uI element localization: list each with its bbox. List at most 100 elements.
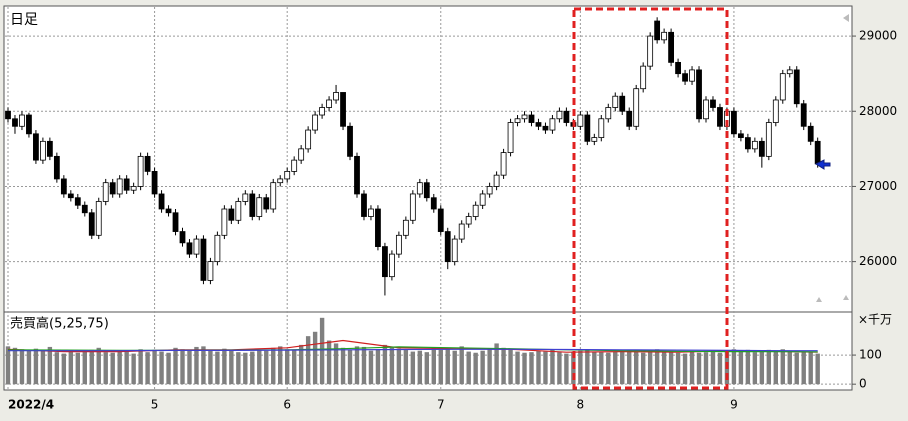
- candle-body: [340, 92, 346, 127]
- candle-body: [744, 137, 751, 150]
- candle-body: [235, 201, 242, 221]
- candle-body: [12, 118, 18, 127]
- candle-body: [53, 155, 60, 180]
- candle-body: [319, 107, 326, 116]
- candle-body: [542, 125, 549, 131]
- volume-bar: [808, 351, 813, 385]
- volume-bar: [368, 350, 374, 385]
- candle-body: [598, 118, 605, 138]
- volume-bar: [640, 352, 646, 385]
- volume-bar: [89, 349, 94, 385]
- volume-bar: [12, 347, 18, 385]
- candle-body: [95, 201, 102, 236]
- volume-bar: [236, 352, 241, 385]
- volume-bar: [703, 352, 709, 385]
- volume-bar: [361, 346, 367, 385]
- volume-bar: [738, 350, 744, 385]
- candle-body: [654, 20, 661, 41]
- candle-body: [60, 178, 67, 195]
- volume-bar: [752, 352, 758, 385]
- candle-body: [382, 246, 388, 278]
- highlight-box: [572, 7, 729, 390]
- candle-body: [361, 193, 367, 217]
- candle-body: [577, 114, 584, 127]
- candle-body: [375, 208, 381, 247]
- candle-body: [444, 231, 451, 263]
- price-panel: [3, 5, 853, 313]
- volume-bar: [529, 352, 534, 385]
- volume-bar: [278, 346, 283, 385]
- y-tick-label: 27000: [859, 179, 897, 193]
- volume-bar: [291, 349, 297, 385]
- x-tick-label: 6: [283, 398, 291, 412]
- volume-bar: [466, 351, 471, 385]
- candle-body: [493, 174, 500, 187]
- candle-body: [179, 231, 186, 244]
- candle-body: [416, 182, 423, 195]
- volume-bar: [501, 347, 506, 385]
- volume-bar: [222, 348, 227, 385]
- volume-bar: [319, 317, 325, 385]
- volume-bar: [173, 347, 178, 385]
- candle-body: [242, 193, 249, 202]
- candle-body: [563, 110, 570, 123]
- volume-bar: [661, 351, 667, 385]
- volume-bar: [375, 349, 381, 385]
- candle-body: [74, 197, 81, 206]
- candle-body: [200, 238, 207, 281]
- volume-bar: [424, 352, 429, 385]
- candle-body: [207, 261, 214, 281]
- volume-bar: [333, 343, 339, 385]
- candle-body: [263, 197, 270, 210]
- volume-bar: [543, 351, 548, 385]
- volume-bar: [606, 352, 611, 385]
- candle-body: [19, 114, 25, 127]
- volume-bar: [473, 352, 478, 385]
- volume-bar: [54, 352, 60, 385]
- volume-bar: [773, 350, 778, 385]
- candle-body: [758, 140, 765, 157]
- candle-body: [193, 238, 200, 255]
- volume-bar: [620, 350, 625, 385]
- candle-body: [647, 35, 654, 67]
- volume-bar: [215, 351, 220, 385]
- volume-bar: [766, 349, 772, 385]
- candle-body: [312, 114, 319, 131]
- volume-bar: [305, 336, 311, 385]
- candle-body: [786, 69, 793, 75]
- scroll-marker: [816, 297, 822, 302]
- scroll-marker: [843, 14, 849, 22]
- volume-bar: [508, 349, 513, 385]
- volume-bar: [389, 346, 395, 385]
- candle-body: [779, 73, 786, 101]
- volume-bar: [759, 351, 765, 385]
- volume-bar: [257, 349, 262, 385]
- candle-body: [88, 212, 95, 236]
- volume-bar: [654, 349, 660, 385]
- volume-bar: [145, 352, 150, 385]
- volume-bar: [487, 349, 492, 385]
- candle-body: [486, 186, 493, 195]
- candle-body: [354, 155, 360, 195]
- candle-body: [165, 208, 172, 214]
- candle-body: [500, 152, 507, 176]
- candle-body: [26, 114, 32, 135]
- volume-bar: [494, 343, 499, 385]
- y-tick-label: 100: [859, 348, 882, 362]
- x-tick-label: 2022/4: [8, 398, 54, 412]
- candle-body: [584, 114, 591, 142]
- volume-bar: [459, 346, 464, 385]
- volume-bar: [326, 340, 332, 385]
- volume-bar: [131, 353, 136, 385]
- candle-body: [214, 234, 221, 263]
- candle-body: [347, 125, 353, 157]
- volume-bar: [599, 352, 604, 385]
- volume-bar: [159, 351, 164, 385]
- volume-bar: [271, 347, 276, 385]
- current-arrow: [814, 159, 831, 170]
- candle-body: [172, 212, 179, 232]
- volume-bar: [745, 349, 751, 385]
- x-tick-label: 5: [151, 398, 159, 412]
- candle-body: [298, 148, 305, 161]
- candle-body: [793, 69, 800, 105]
